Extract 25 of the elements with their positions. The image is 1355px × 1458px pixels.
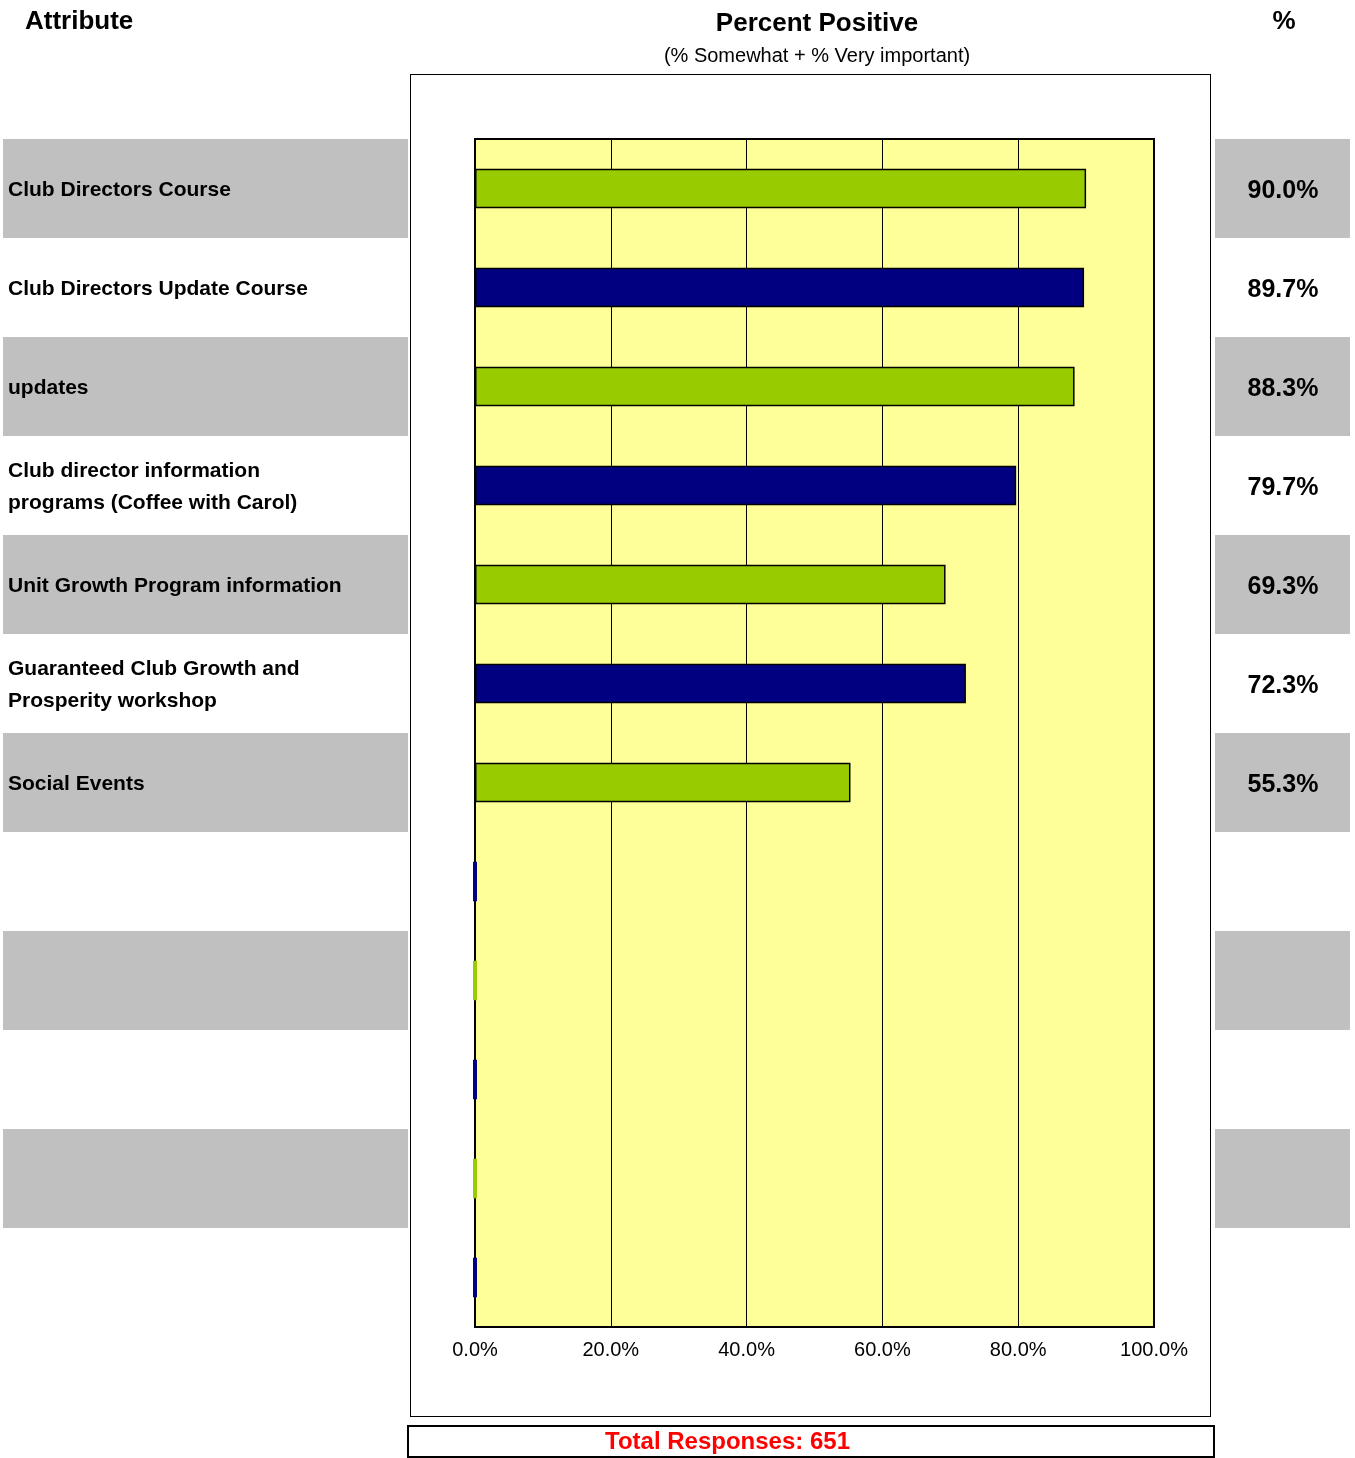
x-tick-label: 60.0% [854,1338,911,1360]
y-tick-label: Club Directors Update Course [8,276,308,299]
data-label: 88.3% [1247,372,1319,401]
y-tick-label: Guaranteed Club Growth and Prosperity workshop [8,656,300,711]
x-tick-label: 0.0% [452,1338,499,1360]
y-tick-label: Club Directors Course [8,177,231,200]
y-tick-label: Unit Growth Program information [8,573,342,596]
x-tick-label: 80.0% [989,1338,1047,1360]
data-label: 79.7% [1247,471,1319,500]
y-tick-label: Club director information programs (Coffee with Carol) [8,458,298,513]
y-tick-label: Social Events [8,771,145,794]
chart-subtitle: (% Somewhat + % Very important) [663,44,971,66]
data-label: 90.0% [1247,174,1319,203]
y-tick-label: updates [8,375,89,398]
data-label: 89.7% [1247,273,1319,302]
text: % [1272,5,1296,35]
text: Total Responses: 651 [605,1427,850,1454]
y-axis-title: Attribute [25,5,134,35]
data-label: 69.3% [1247,570,1319,599]
chart-title: Percent Positive [715,7,919,37]
x-tick-label: 20.0% [582,1338,640,1360]
x-tick-label: 40.0% [718,1338,776,1360]
data-label: 72.3% [1247,669,1319,698]
data-label: 55.3% [1247,768,1319,797]
x-tick-label: 100.0% [1120,1338,1189,1360]
